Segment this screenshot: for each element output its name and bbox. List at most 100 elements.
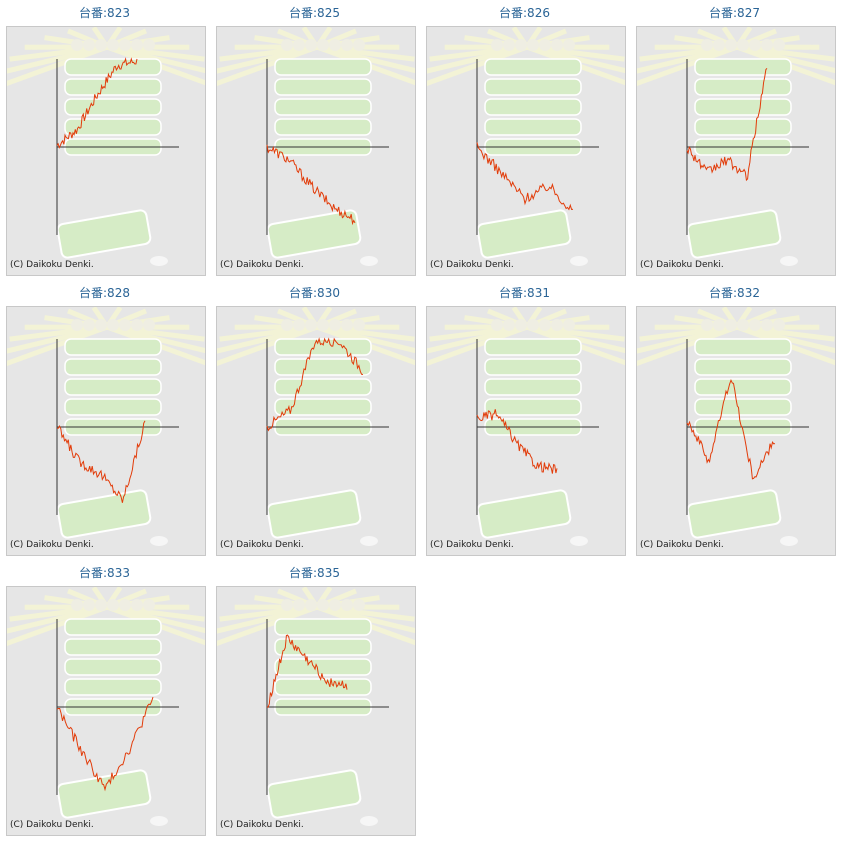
bg-orb [293, 39, 305, 51]
bg-orb [95, 319, 107, 331]
bg-tray [694, 338, 792, 356]
bg-orb [131, 319, 143, 331]
bg-orb [317, 319, 329, 331]
bg-tray [694, 58, 792, 76]
bg-orb [551, 319, 563, 331]
bg-ray [526, 44, 625, 86]
bg-tray [694, 98, 792, 116]
series-line [266, 337, 364, 432]
chart-title[interactable]: 台番:833 [79, 566, 130, 580]
bg-orb [701, 39, 713, 51]
chart-svg [217, 307, 415, 546]
bg-tray [274, 78, 372, 96]
background-art [217, 27, 415, 266]
bg-orb [143, 599, 155, 611]
bg-orb [107, 39, 119, 51]
bg-tray [274, 658, 372, 676]
bg-orb [119, 599, 131, 611]
bg-tray [484, 378, 582, 396]
bg-orb [353, 319, 365, 331]
bg-orb [539, 319, 551, 331]
bg-orb [95, 599, 107, 611]
bg-orb [503, 319, 515, 331]
bg-tray [694, 358, 792, 376]
series-line [476, 142, 574, 211]
chart-title[interactable]: 台番:832 [709, 286, 760, 300]
bg-coin [570, 256, 588, 266]
bg-bottom-tray [56, 209, 152, 259]
copyright-text: (C) Daikoku Denki. [640, 260, 724, 270]
bg-tray [274, 338, 372, 356]
copyright-text: (C) Daikoku Denki. [220, 260, 304, 270]
bg-orb [119, 319, 131, 331]
bg-orb [281, 319, 293, 331]
bg-tray [64, 358, 162, 376]
bg-orb [491, 39, 503, 51]
bg-tray [274, 618, 372, 636]
bg-tray [484, 398, 582, 416]
background-art [427, 27, 625, 266]
bg-orb [341, 319, 353, 331]
copyright-text: (C) Daikoku Denki. [10, 820, 94, 830]
chart-panel: (C) Daikoku Denki. [216, 306, 416, 556]
bg-coin [360, 816, 378, 826]
bg-tray [64, 678, 162, 696]
bg-tray [64, 118, 162, 136]
chart-title[interactable]: 台番:826 [499, 6, 550, 20]
chart-panel: (C) Daikoku Denki. [6, 306, 206, 556]
bg-orb [515, 319, 527, 331]
bg-coin [150, 256, 168, 266]
bg-ray [736, 324, 835, 366]
copyright-text: (C) Daikoku Denki. [220, 540, 304, 550]
chart-title[interactable]: 台番:823 [79, 6, 130, 20]
bg-orb [539, 39, 551, 51]
bg-orb [293, 599, 305, 611]
chart-title[interactable]: 台番:825 [289, 6, 340, 20]
bg-orb [293, 319, 305, 331]
bg-tray [694, 398, 792, 416]
series-line [476, 409, 558, 474]
chart-title[interactable]: 台番:830 [289, 286, 340, 300]
bg-tray [484, 358, 582, 376]
bg-ray [316, 324, 415, 366]
chart-panel: (C) Daikoku Denki. [636, 26, 836, 276]
chart-panel: (C) Daikoku Denki. [216, 26, 416, 276]
bg-orb [107, 599, 119, 611]
copyright-text: (C) Daikoku Denki. [10, 540, 94, 550]
chart-svg [427, 307, 625, 546]
bg-tray [484, 58, 582, 76]
bg-tray [694, 118, 792, 136]
series-line [266, 634, 348, 708]
bg-orb [491, 319, 503, 331]
bg-orb [761, 39, 773, 51]
chart-svg [7, 307, 205, 546]
copyright-text: (C) Daikoku Denki. [640, 540, 724, 550]
bg-coin [780, 256, 798, 266]
chart-title[interactable]: 台番:828 [79, 286, 130, 300]
chart-title[interactable]: 台番:827 [709, 6, 760, 20]
bg-tray [64, 378, 162, 396]
bg-orb [527, 39, 539, 51]
copyright-text: (C) Daikoku Denki. [10, 260, 94, 270]
bg-orb [527, 319, 539, 331]
chart-panel: (C) Daikoku Denki. [426, 306, 626, 556]
chart-title[interactable]: 台番:835 [289, 566, 340, 580]
bg-orb [71, 319, 83, 331]
chart-title[interactable]: 台番:831 [499, 286, 550, 300]
bg-tray [64, 58, 162, 76]
bg-orb [353, 39, 365, 51]
bg-bottom-tray [476, 209, 572, 259]
bg-orb [713, 39, 725, 51]
chart-panel: (C) Daikoku Denki. [636, 306, 836, 556]
bg-tray [274, 58, 372, 76]
bg-ray [526, 324, 625, 366]
bg-orb [341, 599, 353, 611]
chart-svg [637, 307, 835, 546]
bg-orb [143, 319, 155, 331]
chart-svg [7, 587, 205, 826]
series-line [686, 68, 768, 182]
bg-orb [95, 39, 107, 51]
bg-orb [143, 39, 155, 51]
bg-tray [64, 398, 162, 416]
bg-orb [503, 39, 515, 51]
